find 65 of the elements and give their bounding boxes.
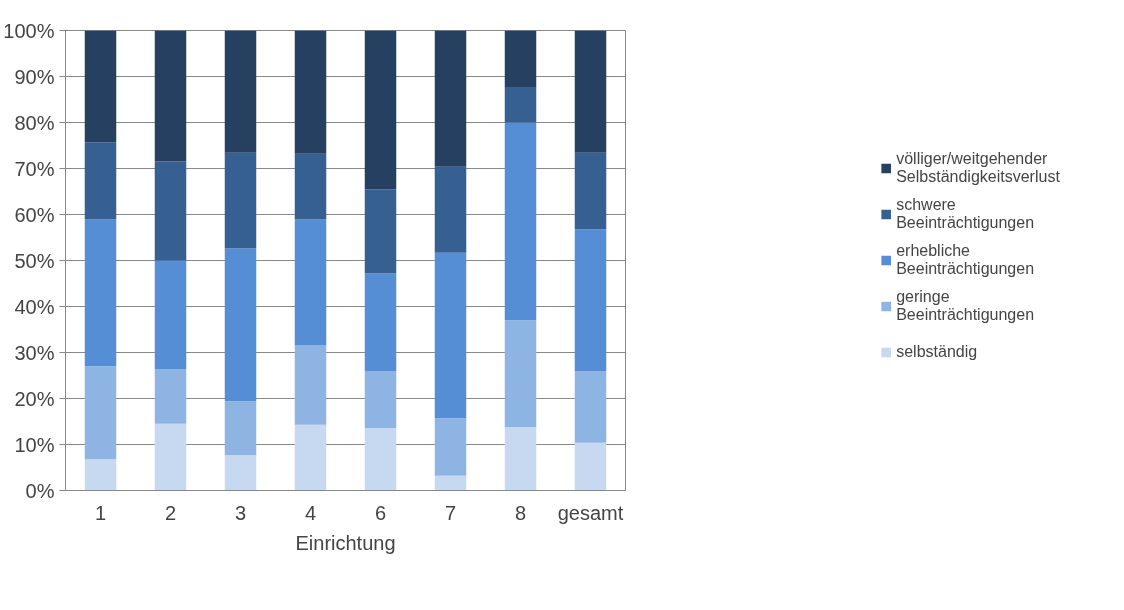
bar <box>154 423 187 491</box>
x-axis-title: Einrichtung <box>295 531 396 554</box>
x-tick-label: 6 <box>374 501 387 524</box>
bar <box>504 122 537 321</box>
y-tick-label: 60% <box>14 203 55 226</box>
x-tick-label: 4 <box>304 501 317 524</box>
legend-label: selbständig <box>896 342 978 362</box>
bar <box>84 459 117 491</box>
bar <box>154 260 187 370</box>
x-tick-label: 7 <box>444 501 457 524</box>
y-tick-label: 50% <box>14 249 55 272</box>
bar <box>434 166 467 253</box>
legend-label: völliger/weitgehender Selbständigkeitsverlust <box>896 149 1060 187</box>
bar <box>574 30 607 153</box>
y-tick-label: 70% <box>14 157 55 180</box>
bar <box>434 475 467 491</box>
legend-label: geringe Beeinträchtigungen <box>896 287 1035 325</box>
y-tick-label: 100% <box>3 19 55 42</box>
y-tick-label: 10% <box>14 433 55 456</box>
y-tick-label: 20% <box>14 387 55 410</box>
bar <box>504 87 537 123</box>
x-tick-label: 3 <box>234 501 247 524</box>
bar <box>154 161 187 261</box>
legend-label: erhebliche Beeinträchtigungen <box>896 241 1035 279</box>
bar <box>294 424 327 491</box>
bar <box>574 152 607 230</box>
bar <box>294 30 327 154</box>
bar <box>224 455 257 491</box>
bar <box>364 370 397 428</box>
bar <box>294 219 327 346</box>
bar <box>84 366 117 460</box>
bar <box>224 248 257 402</box>
x-tick-label: 2 <box>164 501 177 524</box>
bar <box>434 30 467 167</box>
bar <box>574 442 607 491</box>
bar <box>84 219 117 367</box>
x-tick-label: 8 <box>514 501 527 524</box>
bar <box>504 30 537 88</box>
y-tick-label: 80% <box>14 111 55 134</box>
bar <box>574 229 607 371</box>
bar <box>434 418 467 476</box>
bar <box>364 273 397 371</box>
bar <box>154 30 187 162</box>
bar <box>224 401 257 456</box>
bar <box>504 320 537 428</box>
y-tick-label: 40% <box>14 295 55 318</box>
bar <box>84 30 117 143</box>
bar <box>364 189 397 274</box>
bar <box>294 153 327 220</box>
y-tick-label: 90% <box>14 65 55 88</box>
x-tick-label: 1 <box>94 501 107 524</box>
legend-label: schwere Beeinträchtigungen <box>896 195 1035 233</box>
bar <box>224 152 257 249</box>
y-tick-label: 30% <box>14 341 55 364</box>
bar <box>434 252 467 419</box>
x-tick-label: gesamt <box>557 501 624 524</box>
bar <box>504 427 537 491</box>
bar <box>224 30 257 153</box>
bar <box>294 345 327 425</box>
bar <box>84 142 117 220</box>
bar <box>364 427 397 491</box>
bar <box>154 369 187 424</box>
y-tick-label: 0% <box>25 479 55 502</box>
bar <box>364 30 397 190</box>
bar <box>574 370 607 443</box>
